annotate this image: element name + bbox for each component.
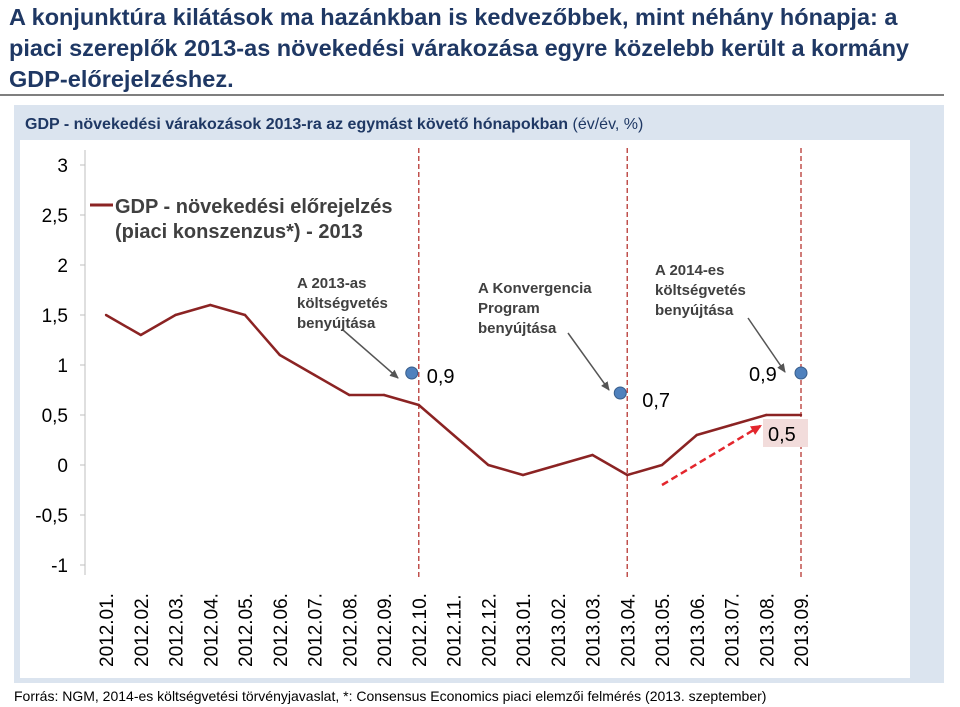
x-axis: 2012.01. 2012.02. 2012.03. 2012.04. 2012.05.…: [97, 593, 813, 667]
x-tick-label: 2012.01.: [97, 593, 118, 667]
event-annotation-line: A 2013-as: [297, 275, 367, 292]
series-data-point: [452, 433, 455, 437]
x-tick-label: 2012.07.: [306, 593, 327, 667]
series-data-point: [382, 393, 386, 397]
x-tick-label: 2012.03.: [167, 593, 188, 667]
y-tick-label: 2: [57, 256, 68, 277]
x-tick-label: 2012.05.: [236, 593, 257, 667]
series-data-point: [521, 473, 525, 477]
series-data-point: [209, 303, 212, 307]
chart-subtitle-main: GDP - növekedési várakozások 2013-ra az …: [25, 116, 569, 133]
event-pointer-arrow: [747, 317, 786, 373]
x-tick-label: 2013.09.: [792, 593, 813, 667]
series-data-point: [417, 403, 420, 407]
x-tick-label: 2013.04.: [618, 593, 639, 667]
x-tick-label: 2013.06.: [688, 593, 709, 667]
series-data-point: [626, 473, 629, 477]
series-data-point: [695, 433, 698, 437]
legend: GDP - növekedési előrejelzés (piaci konsz…: [90, 196, 393, 243]
x-tick-label: 2012.10.: [410, 593, 431, 667]
series-data-point: [660, 463, 664, 467]
legend-label: GDP - növekedési előrejelzés (piaci konsz…: [115, 196, 393, 243]
event-annotation: A 2014-es költségvetés benyújtása: [655, 262, 746, 319]
event-annotation-line: A Konvergencia: [478, 280, 592, 297]
series-data-point: [278, 353, 281, 357]
x-tick-label: 2012.02.: [132, 593, 153, 667]
series-data-point: [174, 313, 177, 317]
event-annotation-line: Program: [478, 300, 540, 317]
series-data-point: [487, 463, 490, 467]
series-data-point: [348, 393, 351, 397]
series-data-point: [730, 423, 733, 427]
series-data-point: [243, 313, 247, 317]
chart-subtitle: GDP - növekedési várakozások 2013-ra az …: [25, 116, 643, 134]
series-layer: 0,5: [104, 303, 808, 487]
event-annotation-line: A 2014-es: [655, 262, 725, 279]
series-data-point: [556, 463, 559, 467]
series-data-point: [591, 453, 594, 457]
series-data-point: [104, 313, 108, 317]
x-tick-label: 2013.03.: [584, 593, 605, 667]
series-data-point: [313, 373, 316, 377]
event-pointer-arrow: [567, 332, 610, 391]
legend-label-line: (piaci konszenzus*) - 2013: [115, 221, 363, 243]
y-tick-label: 1: [57, 356, 68, 377]
event-annotation-line: költségvetés: [655, 282, 746, 299]
end-value-label: 0,5: [768, 424, 796, 446]
government-forecast-point: [405, 366, 419, 380]
x-tick-label: 2012.09.: [375, 593, 396, 667]
headline: A konjunktúra kilátások ma hazánkban is …: [9, 4, 909, 92]
government-forecast-point: [794, 366, 808, 380]
x-tick-label: 2012.04.: [201, 593, 222, 667]
event-annotation-line: benyújtása: [478, 320, 557, 337]
event-annotation: A 2013-as költségvetés benyújtása: [297, 275, 388, 332]
y-tick-label: 0: [57, 456, 68, 477]
legend-label-line: GDP - növekedési előrejelzés: [115, 196, 393, 218]
x-tick-label: 2013.02.: [549, 593, 570, 667]
x-tick-label: 2012.12.: [479, 593, 500, 667]
government-forecast-label: 0,9: [427, 366, 455, 388]
trend-arrow: [661, 424, 762, 487]
event-annotation-line: benyújtása: [297, 315, 376, 332]
event-pointer-arrow: [342, 329, 399, 379]
chart-subtitle-unit: (év/év, %): [572, 116, 644, 133]
source-note: Forrás: NGM, 2014-es költségvetési törvé…: [14, 688, 767, 704]
government-forecast-label: 0,7: [642, 390, 670, 412]
x-tick-label: 2013.05.: [653, 593, 674, 667]
x-tick-label: 2012.06.: [271, 593, 292, 667]
y-tick-label: -0,5: [35, 506, 68, 527]
y-tick-label: 1,5: [42, 306, 68, 327]
series-data-point: [139, 333, 142, 337]
event-annotation-line: benyújtása: [655, 302, 734, 319]
event-annotation-line: költségvetés: [297, 295, 388, 312]
y-tick-label: 0,5: [42, 406, 68, 427]
government-forecast-point: [613, 386, 627, 400]
x-tick-label: 2012.11.: [445, 594, 466, 667]
series-data-point: [799, 413, 803, 417]
plot-background: [20, 140, 910, 678]
y-tick-label: 3: [57, 156, 68, 177]
y-tick-label: 2,5: [42, 206, 68, 227]
x-tick-label: 2013.08.: [757, 593, 778, 667]
government-forecast-label: 0,9: [749, 364, 777, 386]
forecast-points: 0,9 0,7 0,9: [405, 364, 808, 412]
end-value-box: [763, 419, 808, 447]
event-annotation: A Konvergencia Program benyújtása: [478, 280, 592, 337]
y-tick-label: -1: [51, 556, 68, 577]
y-axis: 3 2,5 2 1,5 1 0,5 0 -0,5 -1: [35, 156, 85, 577]
title-divider: [0, 94, 944, 96]
x-tick-label: 2013.07.: [723, 593, 744, 667]
x-tick-label: 2012.08.: [340, 593, 361, 667]
x-tick-label: 2013.01.: [514, 593, 535, 667]
series-data-point: [765, 413, 768, 417]
